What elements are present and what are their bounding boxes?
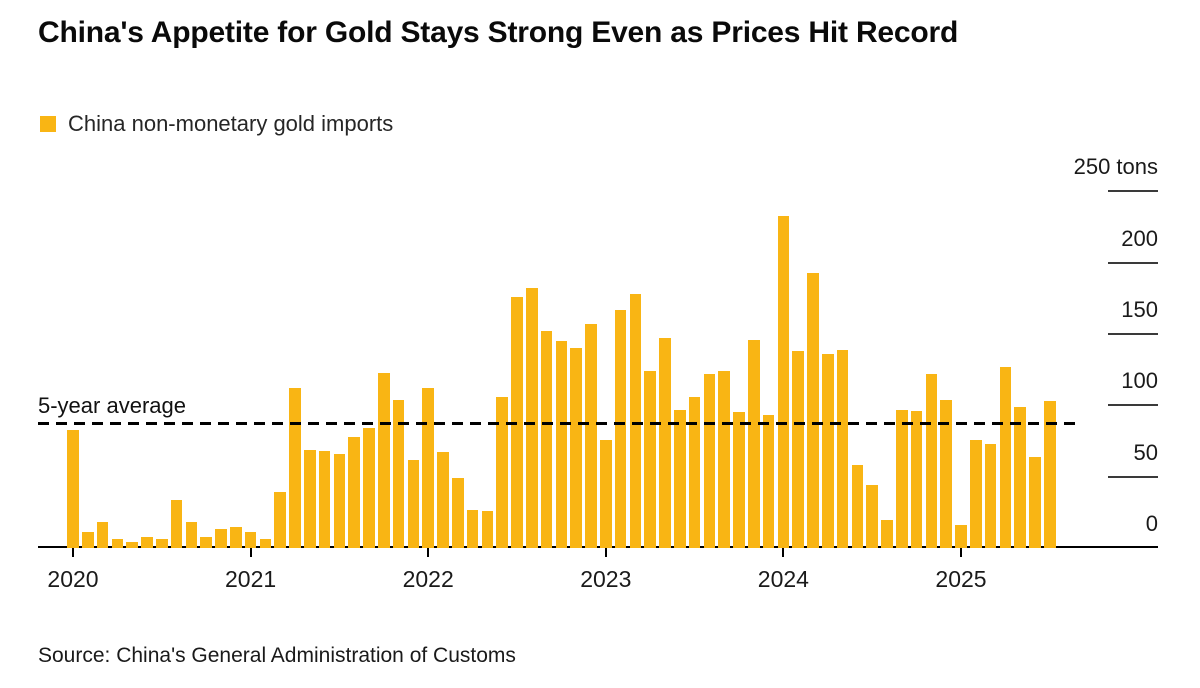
bar <box>259 539 272 548</box>
bar <box>762 415 775 548</box>
bar <box>896 409 908 548</box>
bar <box>378 372 390 548</box>
x-axis-year-label: 2022 <box>402 566 454 592</box>
bar <box>1014 406 1026 548</box>
bar <box>274 492 286 548</box>
bar <box>363 428 375 548</box>
bar <box>629 294 642 548</box>
bar <box>807 272 819 548</box>
bar <box>718 371 730 548</box>
bar <box>703 373 716 548</box>
y-axis-tick-mark <box>1108 261 1158 264</box>
bar <box>333 453 346 548</box>
legend: China non-monetary gold imports <box>40 110 393 138</box>
bar <box>82 532 94 548</box>
x-axis-year-label: 2023 <box>580 566 632 592</box>
average-dashed-line <box>38 421 1078 425</box>
legend-swatch-icon <box>40 116 56 132</box>
x-axis-tick-mark <box>427 548 430 557</box>
bar <box>230 526 242 548</box>
bar <box>940 399 952 548</box>
bar <box>836 349 849 548</box>
bar <box>733 412 745 548</box>
bar <box>585 324 597 548</box>
x-axis-year-label: 2025 <box>935 566 987 592</box>
x-axis-line <box>38 546 1158 548</box>
bar <box>1029 456 1041 548</box>
bar <box>215 529 227 548</box>
legend-label: China non-monetary gold imports <box>68 111 394 136</box>
x-axis-tick-mark <box>782 548 785 557</box>
bar <box>481 510 494 548</box>
bar <box>185 522 198 548</box>
source-note: Source: China's General Administration o… <box>38 644 516 667</box>
y-axis-tick-label: 250 tons <box>1073 154 1158 180</box>
bar <box>955 525 967 548</box>
bar <box>437 452 449 548</box>
bar <box>200 536 212 548</box>
bar <box>526 288 538 548</box>
x-axis-tick-mark <box>72 548 74 557</box>
bar <box>822 353 834 548</box>
x-axis-tick-mark <box>604 548 607 557</box>
bar <box>1044 401 1056 548</box>
bar <box>244 532 257 548</box>
bar <box>422 388 434 548</box>
bar <box>644 371 656 548</box>
bar <box>659 338 671 548</box>
bar <box>866 485 878 548</box>
x-axis-year-label: 2020 <box>47 566 99 592</box>
bar <box>392 399 405 548</box>
x-axis-tick-mark <box>249 548 252 557</box>
x-axis-tick-mark <box>960 548 962 557</box>
y-axis-tick-label: 200 <box>1121 225 1158 251</box>
bar <box>67 429 79 548</box>
bar <box>777 215 790 548</box>
bar <box>925 373 938 548</box>
bar <box>141 536 153 548</box>
bar <box>496 396 508 548</box>
y-axis-tick-label: 150 <box>1121 296 1158 322</box>
bar <box>910 411 923 548</box>
y-axis-tick-mark <box>1108 332 1158 335</box>
chart-title: China's Appetite for Gold Stays Strong E… <box>38 16 959 49</box>
bar <box>851 465 864 548</box>
bar <box>748 339 760 548</box>
bar <box>170 499 183 548</box>
bar <box>96 522 109 548</box>
bar <box>111 539 124 548</box>
y-axis-tick-mark <box>1108 404 1158 407</box>
bar <box>540 331 553 548</box>
bar <box>570 348 582 548</box>
bar <box>555 341 568 548</box>
bar <box>289 388 301 548</box>
y-axis-tick-label: 100 <box>1121 368 1158 394</box>
bar <box>970 439 982 548</box>
bar <box>600 439 612 548</box>
bar <box>674 409 686 548</box>
bar <box>452 478 464 548</box>
y-axis-tick-mark <box>1108 190 1158 193</box>
bar <box>999 366 1012 548</box>
bar <box>156 539 168 548</box>
bar <box>348 436 360 548</box>
bar <box>614 309 627 548</box>
y-axis-tick-mark <box>1108 475 1158 478</box>
bar <box>407 459 420 548</box>
average-line-label: 5-year average <box>38 393 186 418</box>
bar <box>792 351 804 548</box>
bar <box>881 519 893 548</box>
y-axis-tick-label: 0 <box>1145 511 1158 536</box>
bar <box>126 542 138 548</box>
bar <box>466 509 479 548</box>
bar <box>304 449 316 548</box>
bar <box>984 443 997 548</box>
x-axis-year-label: 2024 <box>757 566 809 592</box>
bar <box>318 451 331 548</box>
y-axis-tick-label: 50 <box>1133 439 1158 465</box>
bar <box>688 396 701 548</box>
x-axis-year-label: 2021 <box>225 566 277 592</box>
